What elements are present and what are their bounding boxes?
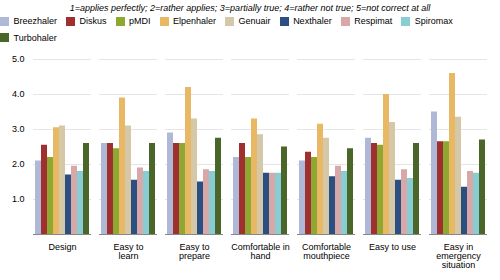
svg-text:3.0: 3.0 (12, 124, 25, 134)
svg-text:1.0: 1.0 (12, 194, 25, 204)
html-text:Respimat: Respimat (354, 16, 393, 27)
svg-text:Easy inemergencysituation: Easy inemergencysituation (436, 241, 481, 269)
svg-text:4.0: 4.0 (12, 89, 25, 99)
html-text:Elpenhaler: Elpenhaler (173, 16, 217, 27)
svg-text:Easy to use: Easy to use (369, 241, 416, 251)
html-text:Diskus: Diskus (79, 16, 107, 27)
html-text:pMDI: pMDI (129, 16, 151, 27)
html-text:Nexthaler: Nexthaler (293, 16, 332, 27)
svg-text:Easy tolearn: Easy tolearn (113, 241, 143, 260)
html-text:Genuair: Genuair (238, 16, 271, 27)
html-text:1=applies perfectly; 2=rather: 1=applies perfectly; 2=rather applies; 3… (69, 3, 431, 13)
svg-text:Comfortablemouthpiece: Comfortablemouthpiece (302, 241, 351, 260)
svg-text:Comfortable inhand: Comfortable inhand (231, 241, 290, 260)
svg-text:5.0: 5.0 (12, 54, 25, 64)
html-text:Turbohaler: Turbohaler (13, 32, 57, 43)
svg-text:2.0: 2.0 (12, 159, 25, 169)
svg-text:Design: Design (48, 241, 76, 251)
html-text:Spiromax: Spiromax (414, 16, 453, 27)
html-text:Breezhaler: Breezhaler (13, 16, 57, 27)
svg-text:Easy toprepare: Easy toprepare (179, 241, 210, 260)
